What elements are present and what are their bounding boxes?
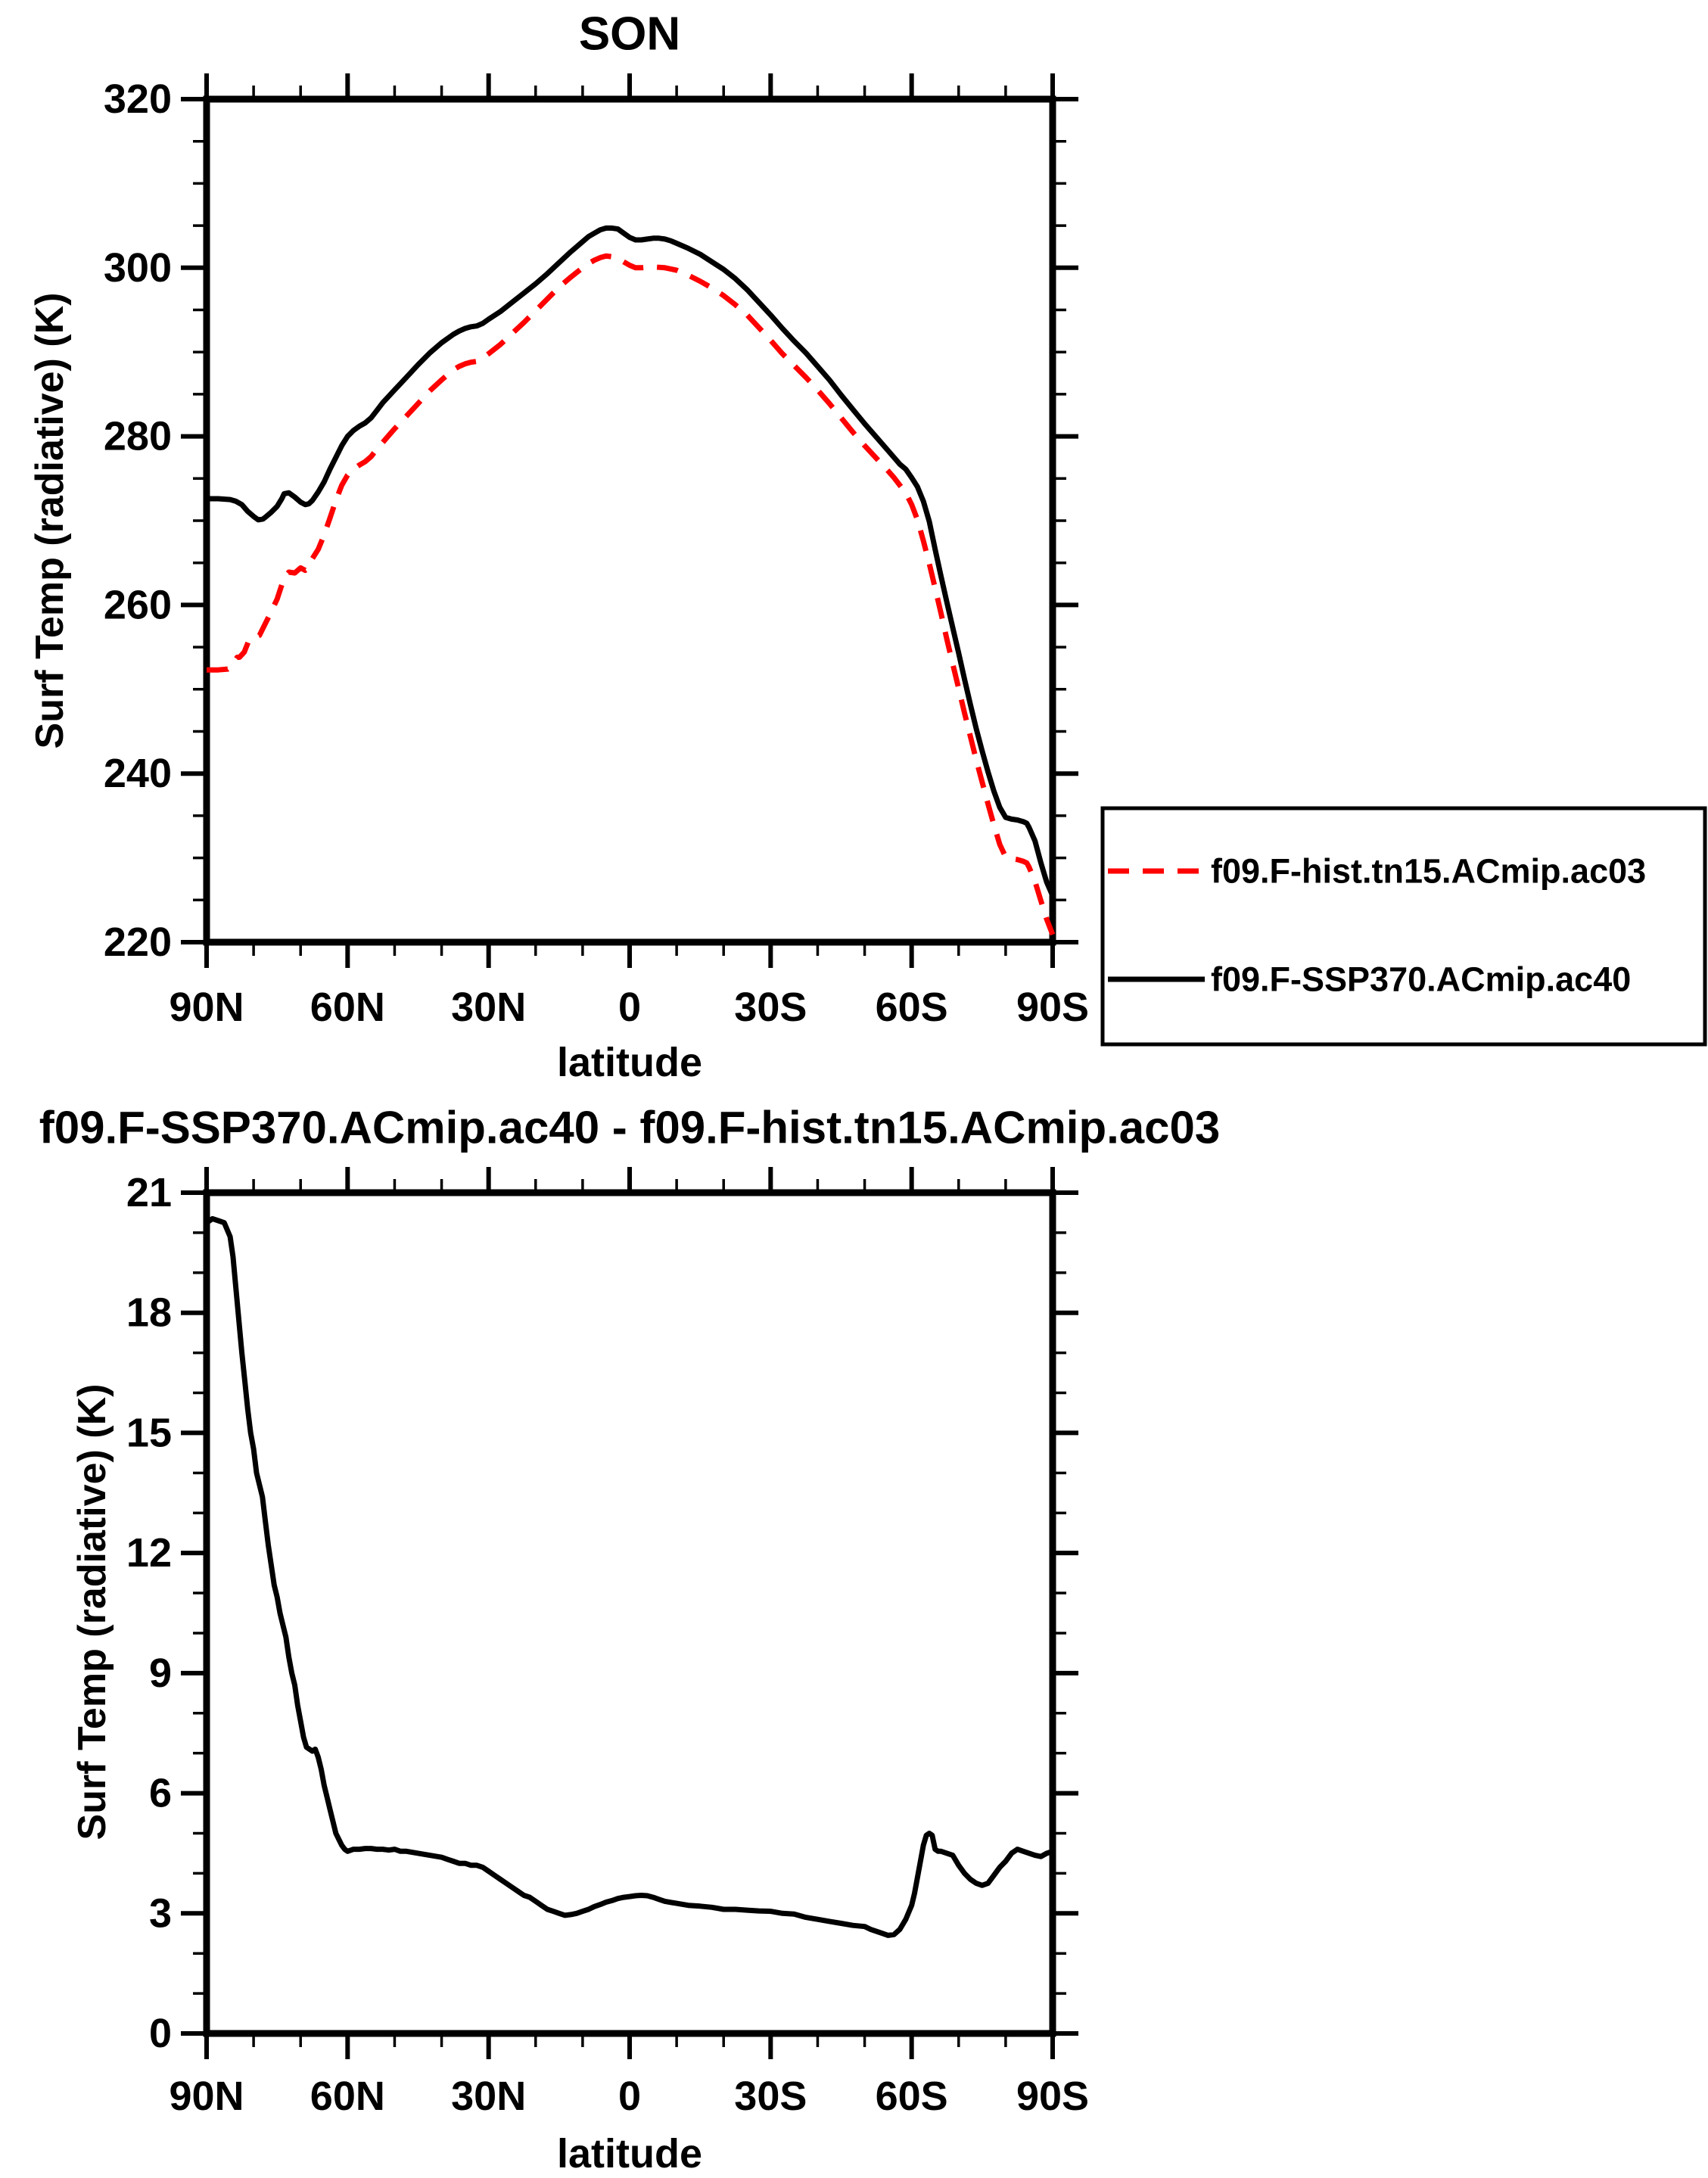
y-tick-label: 21 <box>126 1170 172 1215</box>
y-tick-label: 300 <box>104 245 172 291</box>
y-tick-label: 3 <box>149 1890 172 1936</box>
series-line-dashed <box>207 253 1056 936</box>
x-tick-label: 60N <box>310 985 385 1030</box>
legend-box <box>1100 806 1707 1047</box>
y-tick-label: 12 <box>126 1530 172 1576</box>
x-tick-label: 30N <box>451 2074 526 2119</box>
legend-label-ssp: f09.F-SSP370.ACmip.ac40 <box>1211 960 1631 999</box>
series-line-solid <box>207 225 1056 898</box>
plot-frame <box>203 1189 1056 2037</box>
x-tick-label: 60S <box>876 985 948 1030</box>
y-tick-label: 320 <box>104 76 172 122</box>
series-line-solid <box>205 1215 1054 1938</box>
y-tick-label: 240 <box>104 751 172 796</box>
x-tick-label: 30S <box>734 2074 807 2119</box>
y-tick-label: 280 <box>104 414 172 459</box>
top-panel-title: SON <box>579 8 680 61</box>
x-tick-label: 60N <box>310 2074 385 2119</box>
top-x-axis-title: latitude <box>557 1040 702 1085</box>
x-tick-label: 90S <box>1016 985 1089 1030</box>
plot-frame <box>203 95 1056 946</box>
top-panel: 320 300 280 260 240 220 90N 60N 30N 0 30S 60S 90S <box>104 73 1089 1030</box>
x-tick-label: 90N <box>169 985 244 1030</box>
bottom-y-axis-title: Surf Temp (radiative) (K) <box>70 1384 114 1840</box>
x-tick-label: 30N <box>451 985 526 1030</box>
bottom-panel-title: f09.F-SSP370.ACmip.ac40 - f09.F-hist.tn1… <box>39 1103 1221 1153</box>
x-tick-label: 30S <box>734 985 807 1030</box>
y-tick-label: 9 <box>149 1651 172 1696</box>
x-tick-label: 90S <box>1016 2074 1089 2119</box>
y-tick-label: 15 <box>126 1410 172 1455</box>
y-tick-label: 6 <box>149 1771 172 1816</box>
y-tick-label: 18 <box>126 1290 172 1336</box>
y-tick-label: 0 <box>149 2011 172 2056</box>
y-tick-label: 260 <box>104 582 172 627</box>
x-tick-label: 90N <box>169 2074 244 2119</box>
x-tick-label: 0 <box>618 985 641 1030</box>
bottom-x-axis-title: latitude <box>557 2131 702 2176</box>
x-tick-label: 60S <box>876 2074 948 2119</box>
bottom-panel: 21 18 15 12 9 6 3 0 90N 60N 30N 0 30S 60S 90S <box>126 1167 1089 2119</box>
legend-label-hist: f09.F-hist.tn15.ACmip.ac03 <box>1211 852 1646 891</box>
top-y-axis-title: Surf Temp (radiative) (K) <box>28 293 72 749</box>
legend: f09.F-hist.tn15.ACmip.ac03 f09.F-SSP370.… <box>1100 806 1707 1047</box>
x-tick-label: 0 <box>618 2074 641 2119</box>
y-tick-label: 220 <box>104 919 172 965</box>
